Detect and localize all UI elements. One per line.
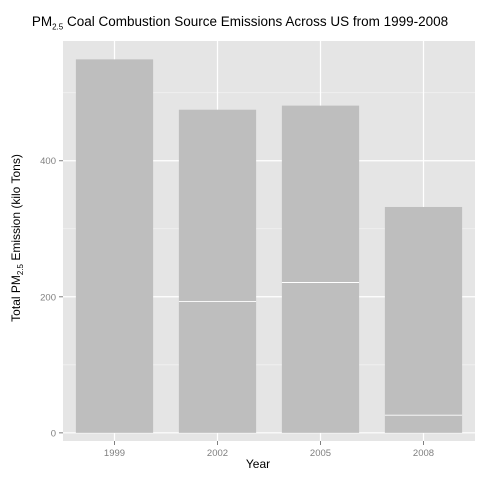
y-tick-label: 200 [40,292,56,303]
y-tick-label: 0 [51,428,56,439]
y-tick-label: 400 [40,156,56,167]
y-axis-label: Total PM2.5 Emission (kilo Tons) [8,154,26,322]
x-tick-label: 2008 [413,448,434,459]
x-tick-label: 2005 [310,448,331,459]
bar-2005 [281,105,360,433]
chart-title: PM2.5 Coal Combustion Source Emissions A… [31,14,449,32]
bar-2002 [178,109,257,433]
x-tick-label: 1999 [104,448,125,459]
bar-2008 [384,206,463,433]
x-tick-label: 2002 [207,448,228,459]
bar-1999 [75,59,154,433]
x-axis-label: Year [245,457,271,471]
